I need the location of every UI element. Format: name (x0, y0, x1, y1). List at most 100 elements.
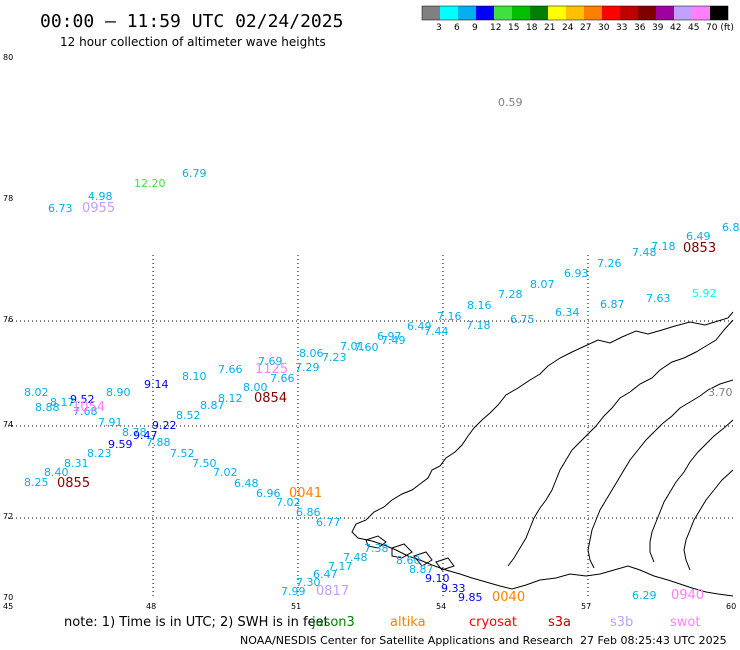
colorbar-swatch (566, 6, 584, 20)
wave-height-value: 7.26 (597, 257, 622, 270)
wave-height-value: 7.18 (466, 319, 491, 332)
colorbar-tick-label: 45 (688, 23, 699, 33)
colorbar-swatch (458, 6, 476, 20)
colorbar-swatch (512, 6, 530, 20)
wave-height-value: 7.44 (424, 325, 449, 338)
coastline-islands (365, 535, 455, 571)
lat-label-72: 72 (3, 512, 13, 521)
map-title: 00:00 — 11:59 UTC 02/24/2025 (40, 11, 343, 32)
legend-s3a: s3a (548, 615, 571, 630)
wave-height-value: 6.49 (407, 320, 432, 333)
wave-height-value: 8.25 (24, 476, 49, 489)
footer-credit: NOAA/NESDIS Center for Satellite Applica… (240, 634, 573, 647)
wave-height-value: 8.16 (467, 299, 492, 312)
wave-height-value: 7.68 (73, 405, 98, 418)
wave-height-value: 6.79 (182, 167, 207, 180)
legend-swot: swot (670, 615, 700, 630)
coastline-main (351, 311, 734, 597)
colorbar-swatch (476, 6, 494, 20)
colorbar-swatch (584, 6, 602, 20)
colorbar-tick-label: 70 (ft) (706, 23, 734, 33)
satellite-legend: jason3 altika cryosat s3a s3b swot (311, 615, 700, 630)
coastline-inner-east (507, 319, 734, 567)
wave-height-value: 0.59 (498, 96, 523, 109)
wave-height-value: 8.60 (396, 554, 421, 567)
wave-height-value: 8.10 (182, 370, 207, 383)
wave-height-value: 8.87 (200, 399, 225, 412)
wave-height-value: 8.52 (176, 409, 201, 422)
wave-height-value: 9.52 (70, 393, 95, 406)
wave-height-value: 6.48 (234, 477, 259, 490)
legend-cryosat: cryosat (469, 615, 517, 630)
colorbar-tick-label: 12 (490, 23, 501, 33)
colorbar-swatch (548, 6, 566, 20)
pass-time-label: 0855 (57, 476, 90, 491)
wave-height-value: 9.59 (108, 438, 133, 451)
wave-height-value: 6.96 (256, 487, 281, 500)
wave-height-value: 8.12 (218, 392, 243, 405)
wave-height-value: 6.34 (555, 306, 580, 319)
colorbar-swatch (530, 6, 548, 20)
wave-height-value: 6.49 (686, 230, 711, 243)
wave-height-value: 6.87 (600, 298, 625, 311)
pass-time-label: 0854 (254, 391, 287, 406)
colorbar-tick-label: 36 (634, 23, 646, 33)
colorbar-swatch (620, 6, 638, 20)
lon-label-57: 57 (581, 602, 591, 611)
map-subtitle: 12 hour collection of altimeter wave hei… (60, 35, 326, 49)
wave-height-value: 5.92 (692, 287, 717, 300)
wave-height-value: 7.88 (146, 436, 171, 449)
wave-height-value: 8.06 (299, 347, 324, 360)
legend-jason3: jason3 (311, 615, 355, 630)
colorbar-tick-label: 42 (670, 23, 681, 33)
wave-height-value: 9.47 (133, 429, 158, 442)
wave-height-value: 6.47 (313, 568, 338, 581)
colorbar-tick-label: 9 (472, 23, 478, 33)
colorbar-tick-label: 3 (436, 23, 442, 33)
colorbar-swatch (710, 6, 728, 20)
colorbar-tick-label: 27 (580, 23, 591, 33)
colorbar-tick-label: 18 (526, 23, 538, 33)
wave-height-value: 7.18 (651, 240, 676, 253)
wave-height-value: 6.77 (316, 516, 341, 529)
wave-height-value: 6.29 (632, 589, 657, 602)
lon-label-51: 51 (291, 602, 301, 611)
wave-height-value: 7.52 (170, 447, 195, 460)
wave-height-value: 6.73 (48, 202, 73, 215)
wave-height-value: 3.70 (708, 386, 733, 399)
wave-height-value: 6.8 (722, 221, 740, 234)
pass-time-label: 0853 (683, 241, 716, 256)
wave-height-value: 7.38 (364, 542, 389, 555)
wave-height-value: 6.86 (296, 506, 321, 519)
colorbar-tick-label: 15 (508, 23, 519, 33)
legend-s3b: s3b (610, 615, 633, 630)
wave-height-value: 8.31 (64, 457, 89, 470)
graticule (8, 255, 733, 598)
wave-height-value: 9.33 (441, 582, 466, 595)
lat-label-78: 78 (3, 194, 13, 203)
colorbar-swatch (422, 6, 440, 20)
wave-height-value: 7.66 (218, 363, 243, 376)
wave-height-value: 7.63 (646, 292, 671, 305)
lat-label-70: 70 (3, 593, 13, 602)
greenland-coastline (351, 311, 734, 597)
wave-height-value: 8.88 (35, 401, 60, 414)
colorbar-outline (421, 5, 729, 21)
wave-height-value: 8.90 (106, 386, 131, 399)
wave-height-value: 7.02 (276, 496, 301, 509)
colorbar-tick-label: 30 (598, 23, 610, 33)
wave-height-value: 7.50 (192, 457, 217, 470)
coastline-fjord-2 (649, 419, 734, 563)
wave-height-value: 7.66 (270, 372, 295, 385)
wave-height-value: 4.98 (88, 190, 113, 203)
pass-time-label: 0040 (492, 590, 525, 605)
wave-height-value: 9.85 (458, 591, 483, 604)
wave-height-value: 7.60 (354, 341, 379, 354)
note-text: note: 1) Time is in UTC; 2) SWH is in fe… (64, 615, 329, 630)
pass-time-label: 1125 (255, 362, 288, 377)
colorbar-tick-label: 6 (454, 23, 460, 33)
wave-height-value: 7.48 (632, 246, 657, 259)
wave-height-value: 8.00 (243, 381, 268, 394)
colorbar-tick-label: 33 (616, 23, 627, 33)
wave-height-value: 7.69 (258, 355, 283, 368)
